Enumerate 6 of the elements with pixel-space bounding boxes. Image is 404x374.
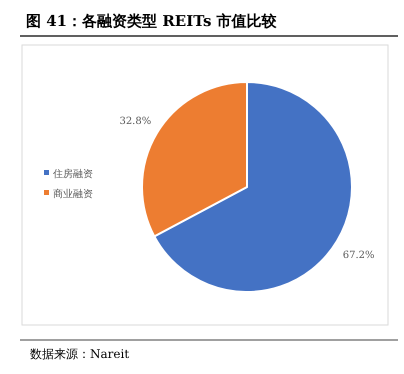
legend-label: 商业融资 [53,188,93,200]
data-label: 32.8% [119,116,152,128]
source-note: 数据来源：Nareit [30,347,130,361]
data-label: 67.2% [342,250,375,261]
chart-title: 图 41：各融资类型 REITs 市值比较 [26,12,278,30]
legend-label: 住房融资 [53,168,93,180]
